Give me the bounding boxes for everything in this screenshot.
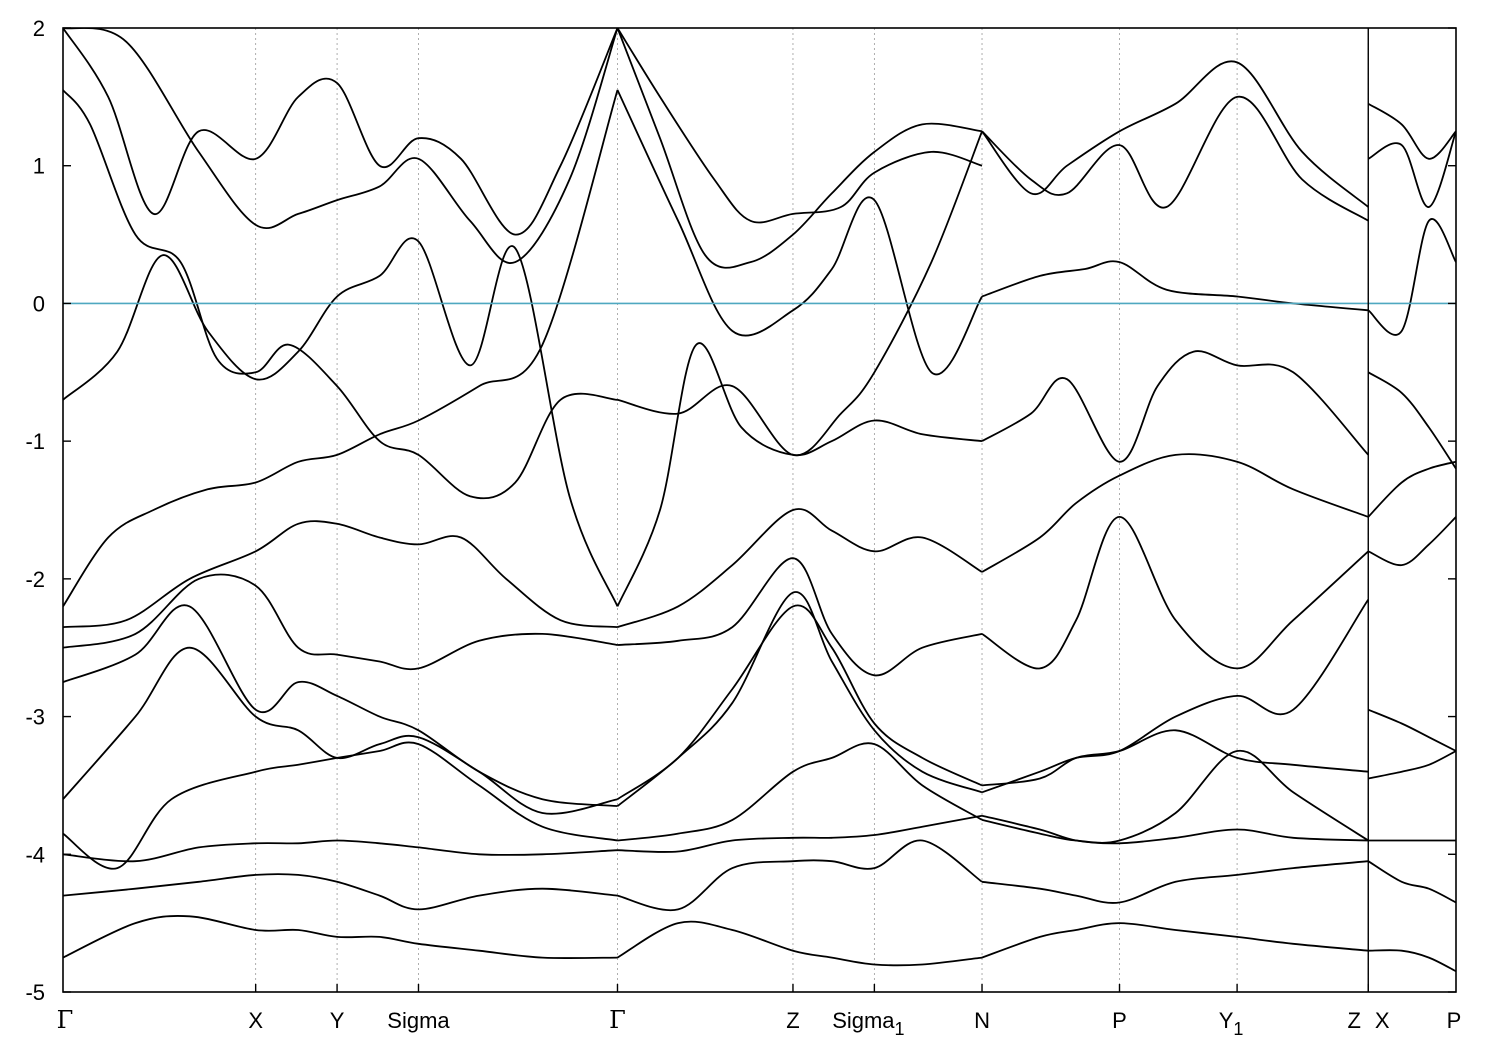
band-line bbox=[63, 520, 618, 628]
kpoint-label: Y1 bbox=[1219, 1008, 1244, 1039]
band-line bbox=[1367, 102, 1456, 160]
kpoint-label: X bbox=[1375, 1008, 1390, 1033]
band-line bbox=[617, 920, 983, 967]
band-line bbox=[1367, 371, 1456, 470]
y-tick-label: -2 bbox=[25, 567, 45, 592]
band-line bbox=[616, 591, 983, 807]
band-line bbox=[981, 922, 1369, 959]
band-line bbox=[616, 89, 983, 376]
kpoint-label: N bbox=[974, 1008, 990, 1033]
band-line bbox=[617, 130, 983, 457]
band-line bbox=[616, 28, 983, 224]
band-line bbox=[617, 508, 983, 628]
band-line bbox=[981, 516, 1369, 670]
y-tick-label: 0 bbox=[33, 291, 45, 316]
band-line bbox=[981, 453, 1369, 573]
kpoint-label: Sigma1 bbox=[832, 1008, 904, 1039]
y-axis: -5 -4 -3 -2 -1 0 1 2 bbox=[25, 16, 1456, 1005]
band-line bbox=[981, 814, 1369, 845]
band-line bbox=[63, 237, 619, 607]
band-line bbox=[981, 598, 1370, 794]
band-line bbox=[63, 646, 618, 815]
y-tick-label: 1 bbox=[33, 154, 45, 179]
band-line bbox=[617, 557, 983, 677]
band-line bbox=[1367, 130, 1456, 208]
band-line bbox=[617, 814, 983, 853]
plot-frame bbox=[62, 27, 1457, 993]
kpoint-label: X bbox=[248, 1008, 263, 1033]
band-line bbox=[63, 573, 618, 671]
band-line bbox=[617, 742, 983, 842]
y-tick-label: -3 bbox=[25, 705, 45, 730]
band-line bbox=[981, 750, 1369, 844]
kpoint-label: Sigma bbox=[387, 1008, 450, 1033]
band-line bbox=[1367, 860, 1456, 904]
band-line bbox=[1367, 218, 1456, 336]
kpoint-label: Γ bbox=[609, 1006, 626, 1034]
band-line bbox=[63, 839, 618, 863]
band-line bbox=[63, 604, 618, 807]
kpoint-label: P bbox=[1447, 1008, 1462, 1033]
kpoint-label: Z bbox=[1348, 1008, 1361, 1033]
band-line bbox=[63, 873, 618, 911]
y-tick-label: -5 bbox=[25, 980, 45, 1005]
band-line bbox=[616, 28, 983, 269]
y-tick-label: 2 bbox=[33, 16, 45, 41]
band-line bbox=[63, 741, 618, 870]
kpoint-label: Y bbox=[330, 1008, 345, 1033]
band-line bbox=[616, 342, 983, 607]
band-line bbox=[63, 28, 619, 264]
band-line bbox=[1367, 708, 1456, 752]
band-line bbox=[981, 95, 1369, 222]
kpoint-label: Γ bbox=[57, 1006, 74, 1034]
band-line bbox=[981, 60, 1369, 208]
band-line bbox=[981, 350, 1369, 463]
y-tick-label: -4 bbox=[25, 842, 45, 867]
kpoint-label: Z bbox=[786, 1008, 799, 1033]
energy-bands bbox=[63, 28, 1456, 973]
kpoint-label: P bbox=[1112, 1008, 1127, 1033]
band-line bbox=[63, 89, 618, 500]
band-line bbox=[1367, 516, 1456, 567]
band-line bbox=[1368, 750, 1456, 780]
band-line bbox=[616, 604, 983, 800]
band-line bbox=[63, 89, 619, 607]
band-line bbox=[63, 28, 619, 236]
band-line bbox=[617, 839, 983, 912]
band-line bbox=[981, 860, 1369, 904]
band-line bbox=[1367, 460, 1456, 518]
y-tick-label: -1 bbox=[25, 429, 45, 454]
band-line bbox=[981, 729, 1369, 787]
band-line bbox=[63, 915, 618, 959]
band-line bbox=[1368, 949, 1456, 973]
